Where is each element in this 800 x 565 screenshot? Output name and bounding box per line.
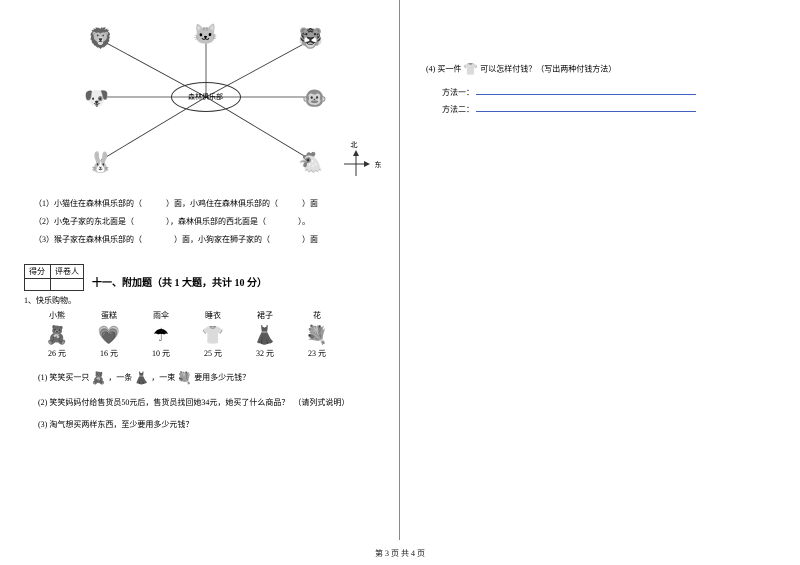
- pajama-icon: 👕: [463, 60, 478, 79]
- animal-sw-icon: 🐰: [80, 142, 122, 182]
- item-icons-row: 🧸 💗 ☂ 👕 👗 💐: [38, 324, 387, 346]
- animal-ne-icon: 🐯: [290, 18, 332, 58]
- page-footer: 第 3 页 共 4 页: [0, 548, 800, 559]
- animal-e-icon: 🐵: [294, 78, 336, 118]
- method-2-input[interactable]: [476, 102, 696, 112]
- item-price: 26 元: [38, 348, 76, 359]
- item-price: 23 元: [298, 348, 336, 359]
- forest-diagram: 森林俱乐部 🦁 🐱 🐯 🐶 🐵 🐰 🐔 北 东: [46, 10, 366, 190]
- umbrella-icon: ☂: [142, 324, 180, 346]
- item-name: 睡衣: [194, 310, 232, 321]
- compass-east: 东: [375, 160, 382, 170]
- shop-q1: (1) 笑笑买一只 🧸 ，一条 👗 ，一束 💐 要用多少元钱？: [38, 369, 387, 387]
- score-header: 得分: [25, 265, 51, 279]
- compass-north: 北: [351, 140, 358, 150]
- skirt-icon: 👗: [134, 369, 149, 387]
- animal-w-icon: 🐶: [76, 78, 118, 118]
- q1-text-c: ，一束: [151, 373, 175, 382]
- item-name: 花: [298, 310, 336, 321]
- item-price: 16 元: [90, 348, 128, 359]
- item-prices-row: 26 元 16 元 10 元 25 元 32 元 23 元: [38, 348, 387, 359]
- direction-q3: （3）猴子家在森林俱乐部的（ ）面，小狗家在狮子家的（ ）面: [34, 234, 387, 247]
- q1-text-d: 要用多少元钱？: [194, 373, 250, 382]
- left-column: 森林俱乐部 🦁 🐱 🐯 🐶 🐵 🐰 🐔 北 东 （1）小猫住在森林俱乐部的（ ）…: [0, 0, 400, 540]
- method-1-input[interactable]: [476, 85, 696, 95]
- item-price: 32 元: [246, 348, 284, 359]
- grader-cell[interactable]: [51, 279, 84, 291]
- animal-nw-icon: 🦁: [80, 18, 122, 58]
- shop-q3: (3) 淘气想买两样东西，至少要用多少元钱？: [38, 419, 387, 431]
- q4-text-a: (4) 买一件: [426, 64, 461, 73]
- flower-icon: 💐: [177, 369, 192, 387]
- animal-n-icon: 🐱: [185, 14, 227, 54]
- method-1-label: 方法一：: [442, 87, 474, 98]
- skirt-icon: 👗: [246, 324, 284, 346]
- q1-text-a: (1) 笑笑买一只: [38, 373, 89, 382]
- cake-icon: 💗: [90, 324, 128, 346]
- item-price: 10 元: [142, 348, 180, 359]
- item-names-row: 小熊 蛋糕 雨伞 睡衣 裙子 花: [38, 310, 387, 322]
- shop-q4: (4) 买一件 👕 可以怎样付钱？（写出两种付钱方法）: [426, 60, 776, 79]
- bear-icon: 🧸: [38, 324, 76, 346]
- pajama-icon: 👕: [194, 324, 232, 346]
- q4-text-b: 可以怎样付钱？（写出两种付钱方法）: [480, 64, 616, 73]
- compass-icon: 北 东: [336, 144, 376, 184]
- q1-text-b: ，一条: [108, 373, 132, 382]
- item-name: 裙子: [246, 310, 284, 321]
- item-price: 25 元: [194, 348, 232, 359]
- method-2-line: 方法二：: [442, 102, 776, 115]
- direction-q1: （1）小猫住在森林俱乐部的（ ）面，小鸡住在森林俱乐部的（ ）面: [34, 198, 387, 211]
- grader-header: 评卷人: [51, 265, 84, 279]
- animal-se-icon: 🐔: [290, 142, 332, 182]
- method-1-line: 方法一：: [442, 85, 776, 98]
- item-name: 小熊: [38, 310, 76, 321]
- shop-q2: (2) 笑笑妈妈付给售货员50元后，售货员找回她34元，她买了什么商品？ （请列…: [38, 397, 387, 409]
- shop-intro: 1、快乐购物。: [24, 295, 387, 306]
- right-column: (4) 买一件 👕 可以怎样付钱？（写出两种付钱方法） 方法一： 方法二：: [400, 0, 800, 540]
- flower-icon: 💐: [298, 324, 336, 346]
- method-2-label: 方法二：: [442, 104, 474, 115]
- score-section: 得分 评卷人 十一、附加题（共 1 大题，共计 10 分）: [24, 264, 387, 291]
- bear-icon: 🧸: [91, 369, 106, 387]
- score-cell[interactable]: [25, 279, 51, 291]
- score-table: 得分 评卷人: [24, 264, 84, 291]
- center-oval: 森林俱乐部: [171, 82, 241, 112]
- direction-q2: （2）小兔子家的东北面是（ ），森林俱乐部的西北面是（ ）。: [34, 216, 387, 229]
- item-name: 蛋糕: [90, 310, 128, 321]
- item-name: 雨伞: [142, 310, 180, 321]
- section-title: 十一、附加题（共 1 大题，共计 10 分）: [92, 274, 267, 291]
